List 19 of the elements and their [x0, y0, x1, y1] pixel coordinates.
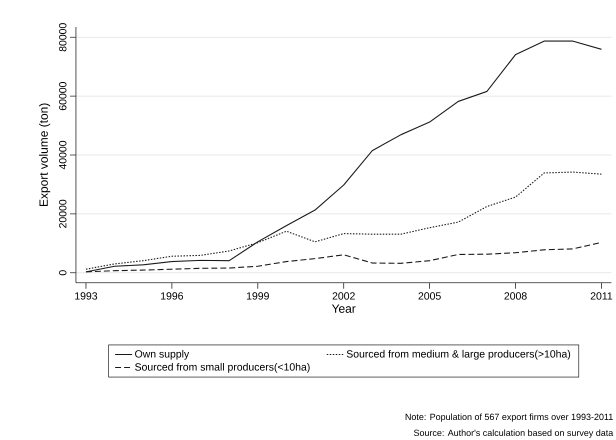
x-tick-label: 2008: [504, 292, 527, 300]
text: Note: Population of 567 export firms over 1993-2011: [406, 414, 613, 422]
y-tick-label: 0: [59, 270, 66, 276]
x-tick-label: 1993: [75, 292, 98, 300]
y-tick-label: 60000: [59, 82, 66, 110]
x-tick-label: 2011: [590, 292, 612, 300]
y-axis-title: Export volume (ton): [39, 104, 50, 206]
x-tick-label: 2002: [332, 292, 355, 300]
x-tick-label: 2005: [418, 292, 441, 300]
legend-label: Sourced from medium & large producers(>10ha): [346, 350, 570, 360]
legend-label: Own supply: [135, 350, 190, 360]
y-tick-label: 20000: [59, 200, 66, 228]
legend-label: Sourced from small producers(<10ha): [135, 363, 310, 373]
y-tick-label: 40000: [59, 141, 66, 170]
source-note: Source: Author's calculation based on survey data: [414, 430, 614, 438]
y-tick-label: 80000: [59, 23, 66, 52]
x-tick-label: 1996: [161, 292, 184, 300]
x-tick-label: 1999: [246, 292, 269, 300]
x-axis-title: Year: [332, 304, 356, 314]
